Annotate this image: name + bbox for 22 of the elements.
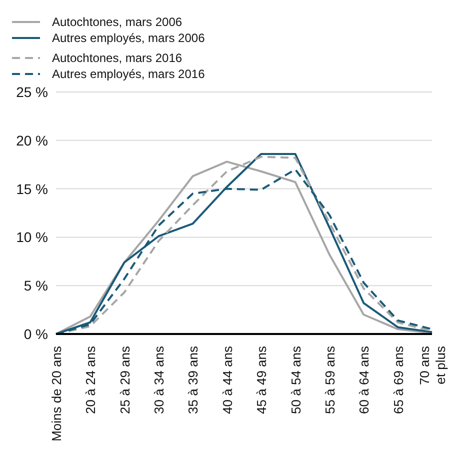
- x-tick-label: 45 à 49 ans: [254, 346, 270, 414]
- x-tick-label: 20 à 24 ans: [83, 346, 98, 414]
- x-tick-label: 60 à 64 ans: [356, 346, 372, 414]
- x-tick-label: 30 à 34 ans: [152, 346, 167, 414]
- x-tick-label: 40 à 44 ans: [220, 346, 235, 414]
- y-tick-label: 25 %: [16, 84, 48, 100]
- legend-label: Autochtones, mars 2006: [52, 15, 182, 29]
- x-tick-label: 65 à 69 ans: [390, 346, 406, 414]
- legend-label: Autres employés, mars 2016: [52, 67, 205, 81]
- x-tick-label: 55 à 59 ans: [322, 346, 338, 414]
- y-tick-label: 10 %: [16, 229, 48, 246]
- legend-label: Autochtones, mars 2016: [52, 51, 182, 65]
- x-tick-label: 35 à 39 ans: [186, 346, 201, 414]
- y-tick-label: 5 %: [24, 278, 48, 294]
- x-tick-label: 70 ans et plus: [417, 346, 448, 386]
- y-tick-label: 15 %: [16, 180, 48, 197]
- y-tick-label: 20 %: [16, 132, 48, 148]
- x-tick-label: 25 à 29 ans: [117, 346, 132, 414]
- y-tick-label: 0 %: [24, 326, 48, 342]
- x-tick-label: 50 à 54 ans: [288, 346, 304, 414]
- x-tick-label: Moins de 20 ans: [49, 346, 64, 442]
- legend-label: Autres employés, mars 2006: [52, 31, 205, 45]
